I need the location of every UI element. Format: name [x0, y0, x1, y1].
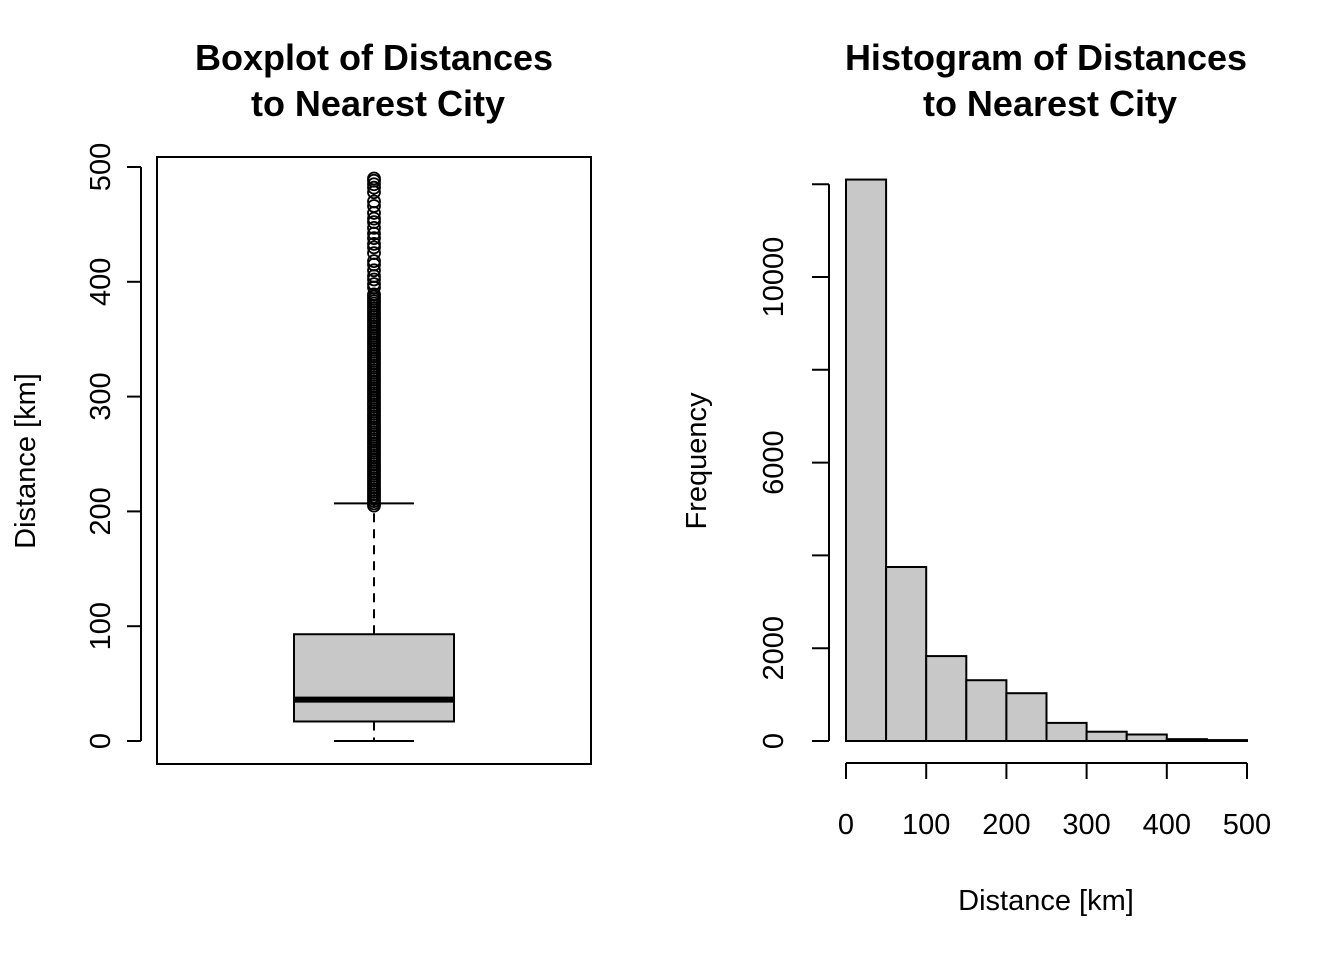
boxplot-body: [293, 502, 455, 742]
boxplot-y-tick-label: 0: [85, 733, 117, 749]
boxplot-y-tick-label: 200: [85, 487, 117, 535]
outlier-point: [367, 177, 381, 192]
outlier-point: [367, 194, 381, 209]
outlier-point: [367, 220, 381, 235]
histogram-y-tick-label: 2000: [758, 616, 790, 681]
outlier-point: [367, 199, 381, 213]
outlier-point: [367, 180, 381, 195]
outlier-point: [367, 277, 381, 291]
boxplot-y-tick-label: 400: [85, 258, 117, 306]
boxplot-panel: Boxplot of Distances to Nearest City Dis…: [10, 37, 592, 765]
histogram-x-tick-label: 300: [1062, 809, 1110, 841]
histogram-bars: [845, 178, 1249, 743]
histogram-y-tick-label: 0: [758, 733, 790, 749]
histogram-title-line-2: to Nearest City: [923, 83, 1177, 124]
outlier-point: [367, 171, 381, 186]
histogram-x-tick-label: 100: [902, 809, 950, 841]
histogram-panel: Histogram of Distances to Nearest City F…: [681, 37, 1271, 917]
histogram-bar: [1045, 721, 1088, 742]
outlier-point: [367, 263, 381, 278]
interquartile-box: [293, 633, 455, 723]
histogram-bar: [1205, 739, 1249, 743]
histogram-x-axis: 0 100 200 300 400 500: [838, 762, 1271, 841]
outlier-point: [367, 287, 381, 302]
histogram-bar: [1005, 692, 1048, 743]
outlier-point: [367, 231, 381, 246]
histogram-x-tick-label: 400: [1143, 809, 1191, 841]
outlier-point: [367, 215, 381, 230]
boxplot-y-axis: 0 100 200 300 400 500: [85, 143, 142, 749]
outlier-point: [367, 246, 381, 261]
histogram-y-tick-label: 6000: [758, 430, 790, 495]
boxplot-frame: [156, 156, 592, 765]
histogram-bar: [965, 679, 1008, 743]
histogram-x-tick-label: 200: [982, 809, 1030, 841]
histogram-y-tick-label: 10000: [758, 237, 790, 318]
boxplot-title-line-1: Boxplot of Distances: [195, 37, 553, 78]
outlier-point: [367, 240, 381, 255]
histogram-x-axis-label: Distance [km]: [958, 885, 1134, 917]
boxplot-y-tick-label: 500: [85, 143, 117, 191]
outlier-point: [367, 272, 381, 287]
outlier-point: [367, 254, 381, 269]
histogram-y-axis-label: Frequency: [681, 392, 713, 530]
histogram-bar: [885, 566, 928, 742]
boxplot-title-line-2: to Nearest City: [251, 83, 505, 124]
histogram-bar: [1165, 738, 1208, 742]
histogram-bar: [1125, 733, 1168, 743]
histogram-x-tick-label: 0: [838, 809, 854, 841]
boxplot-y-tick-label: 300: [85, 372, 117, 420]
boxplot-outliers: [367, 171, 381, 513]
histogram-title-line-1: Histogram of Distances: [845, 37, 1247, 78]
outlier-point: [367, 237, 381, 251]
histogram-bar: [925, 655, 968, 743]
boxplot-y-axis-label: Distance [km]: [10, 373, 42, 549]
histogram-bar: [1085, 730, 1128, 742]
histogram-y-axis: 0 2000 6000 10000: [758, 183, 830, 749]
boxplot-y-tick-label: 100: [85, 602, 117, 650]
histogram-x-tick-label: 500: [1223, 809, 1271, 841]
histogram-bar: [845, 178, 888, 742]
